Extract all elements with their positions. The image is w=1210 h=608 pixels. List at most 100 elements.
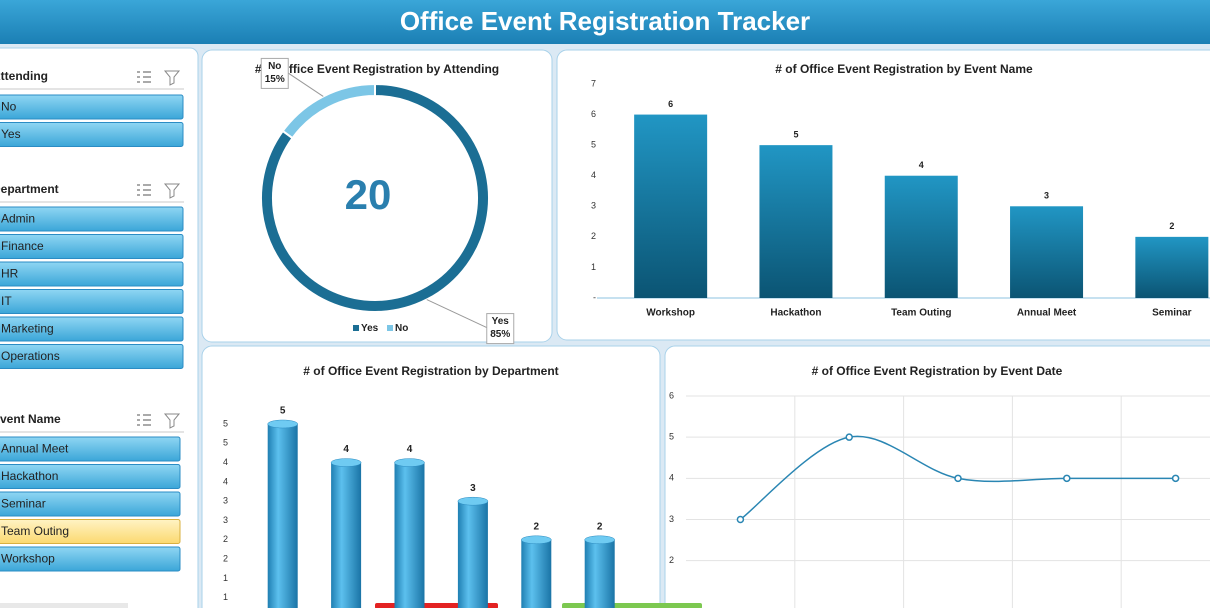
sheet-tab[interactable] [0,603,128,608]
y-tick-label: 7 [591,78,596,88]
y-tick-label: 5 [223,438,228,448]
y-tick-label: 4 [223,457,228,467]
y-tick-label: 3 [223,496,228,506]
chart-title: # of Office Event Registration by Event … [812,364,1063,378]
donut-segment [281,82,376,140]
slicer-item-label: Marketing [1,322,54,336]
leader-line [426,299,487,329]
slicer-item-label: Team Outing [1,524,69,538]
bar [331,462,362,608]
clear-filter-icon[interactable] [163,183,181,199]
bar-cap [521,535,552,545]
bar [267,424,298,608]
leader-line [286,72,324,97]
data-label: 2 [534,521,540,532]
chart-title: # of Office Event Registration by Attend… [255,62,499,76]
x-tick-label: Seminar [1152,308,1192,319]
y-tick-label: 5 [591,140,596,150]
y-tick-label: 2 [591,231,596,241]
x-tick-label: Hackathon [770,308,821,319]
slicer-item-label: Yes [1,127,21,141]
data-label-value: 15% [265,74,285,85]
slicer-item[interactable] [0,344,184,369]
bar-cap [457,496,489,506]
point [845,433,853,441]
clear-filter-icon[interactable] [163,413,181,429]
slicer-item[interactable] [0,491,181,517]
slicer-item[interactable] [0,206,184,232]
header-bar [0,0,1210,44]
bar-cap [267,419,298,429]
slicer-item-label: Admin [1,212,35,226]
data-label-box [486,313,515,345]
slicer-item-label: Workshop [1,552,55,566]
bar [884,175,958,298]
multi-select-icon[interactable] [137,414,151,426]
slicer-item[interactable] [0,316,184,342]
slicer-item[interactable] [0,464,181,489]
bar-cap [394,458,425,467]
sheet-tab[interactable] [562,603,702,608]
data-label: 5 [793,130,798,140]
data-label: 4 [343,444,349,455]
bar [759,145,833,298]
chart-title: # of Office Event Registration by Depart… [303,364,558,378]
slicer-title: Event Name [0,412,61,426]
slicer-item-label: IT [1,294,12,308]
slicer-item[interactable] [0,261,184,287]
slicer-item[interactable] [0,234,184,259]
bar [1135,236,1209,298]
slicer-item-label: Operations [1,349,60,363]
slicer-item[interactable] [0,546,181,572]
y-tick-label: 2 [669,555,674,565]
data-label: 3 [1044,191,1049,201]
y-tick-label: 5 [669,432,674,442]
slicer-item-label: Annual Meet [1,442,69,456]
slicer-title: Department [0,182,59,196]
y-tick-label: 4 [669,473,674,483]
bar [521,539,552,608]
multi-select-icon[interactable] [137,71,151,83]
slicer-item[interactable] [0,436,181,462]
x-tick-label: Team Outing [891,308,951,319]
y-tick-label: 1 [591,262,596,272]
y-tick-label: 3 [669,514,674,524]
slicer-item[interactable] [0,122,184,147]
bar [457,501,488,608]
slicer-item-label: HR [1,267,19,281]
data-label: 4 [919,160,924,170]
data-label: 5 [280,406,286,417]
clear-filter-icon[interactable] [163,70,181,86]
slicer-item-label: Finance [1,239,44,253]
y-tick-label: 6 [669,390,674,400]
x-tick-label: Workshop [646,308,695,319]
chart-title: # of Office Event Registration by Event … [775,62,1033,76]
y-tick-label: 2 [223,553,228,563]
data-label-value: 85% [490,329,510,340]
slicer-title: Attending [0,69,48,83]
y-tick-label: 4 [223,476,228,486]
point [1063,474,1071,483]
slicer-item[interactable] [0,519,181,544]
y-tick-label: 5 [223,418,228,428]
point [736,515,745,524]
y-tick-label: 6 [591,109,596,119]
multi-select-icon[interactable] [137,184,151,196]
data-label: 3 [470,483,476,494]
legend-label: Yes [361,323,379,334]
bar [1010,206,1084,298]
slicer-item-label: Hackathon [1,469,58,483]
slicer-item[interactable] [0,289,184,314]
slicer-item-label: No [1,100,17,114]
bar-cap [584,535,615,545]
y-tick-label: 4 [591,170,596,180]
y-tick-label: - [593,292,596,302]
data-label-category: No [268,61,281,72]
slicer-item[interactable] [0,94,184,120]
card [664,345,1210,608]
data-label-category: Yes [492,316,510,327]
y-tick-label: 3 [591,201,596,211]
y-tick-label: 1 [223,592,228,602]
center-total: 20 [345,171,392,218]
